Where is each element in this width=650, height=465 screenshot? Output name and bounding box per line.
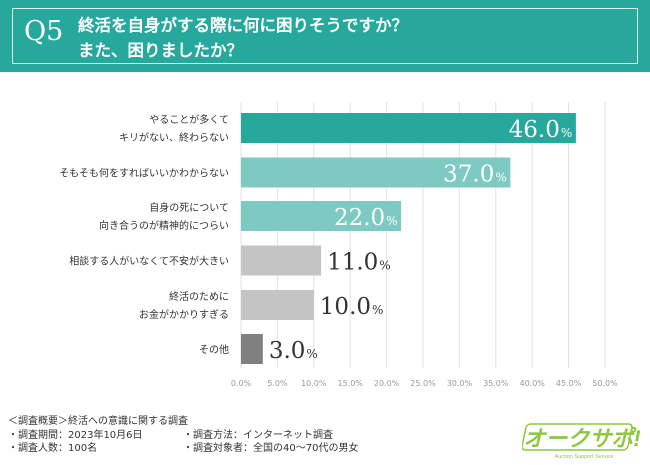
bar [241, 245, 322, 276]
header-frame [12, 8, 638, 64]
bar [241, 113, 576, 143]
category-label: 向き合うのが精神的につらい [99, 219, 229, 232]
value-label: 11.0 [327, 250, 378, 276]
value-label: 22.0 [334, 205, 385, 231]
x-tick-label: 20.0% [374, 379, 400, 388]
bar [241, 201, 402, 231]
value-label: 10.0 [320, 294, 371, 320]
value-unit: % [495, 171, 506, 185]
category-label: 自身の死について [149, 201, 229, 214]
bar-chart: 0.0% 5.0% 10.0% 15.0% 20.0% 25.0% 30.0% 35.0% 40… [59, 102, 618, 388]
logo-frame [522, 423, 633, 451]
bar [241, 334, 263, 364]
survey-count: ・調査人数：100名 [8, 443, 98, 454]
category-label: やることが多くて [149, 113, 229, 126]
value-unit: % [561, 126, 572, 140]
logo-subtext: Auction Support Service [554, 454, 613, 460]
value-label: 3.0 [269, 338, 306, 364]
category-label: その他 [199, 343, 229, 356]
question-number: Q5 [24, 16, 64, 47]
x-tick-label: 40.0% [519, 379, 545, 388]
category-label: キリがない、終わらない [119, 131, 229, 144]
category-label: そもそも何をすればいいかわからない [59, 167, 229, 180]
value-label: 37.0 [443, 162, 494, 188]
x-tick-label: 30.0% [447, 379, 473, 388]
survey-heading: ＜調査概要＞終活への意識に関する調査 [8, 416, 188, 427]
header-banner: Q5 終活を自身がする際に何に困りそうですか？ また、困りましたか？ [0, 0, 650, 72]
question-title-line2: また、困りましたか？ [78, 41, 243, 60]
x-tick-label: 15.0% [337, 379, 363, 388]
x-tick-label: 45.0% [556, 379, 582, 388]
question-title: 終活を自身がする際に何に困りそうですか？ また、困りましたか？ [78, 13, 408, 63]
logo-text: オークサポ! [523, 426, 640, 451]
x-tick-label: 25.0% [410, 379, 436, 388]
value-unit: % [372, 303, 383, 317]
survey-method: ・調査方法：インターネット調査 [183, 429, 333, 441]
survey-target: ・調査対象者：全国の40〜70代の男女 [183, 443, 359, 454]
category-label: お金がかかりすぎる [139, 308, 229, 321]
value-label: 46.0 [509, 117, 560, 143]
survey-summary: ＜調査概要＞終活への意識に関する調査 ・調査期間：2023年10月6日 ・調査方… [8, 415, 358, 456]
x-tick-label: 5.0% [267, 379, 288, 388]
x-tick-label: 0.0% [231, 379, 252, 388]
value-unit: % [306, 347, 317, 361]
value-unit: % [379, 259, 390, 273]
x-tick-label: 35.0% [483, 379, 509, 388]
category-label: 相談する人がいなくて不安が大きい [69, 255, 229, 268]
survey-period: ・調査期間：2023年10月6日 [8, 429, 143, 441]
value-unit: % [386, 214, 397, 228]
x-tick-label: 10.0% [301, 379, 327, 388]
bar [241, 157, 511, 188]
category-label: 終活のために [169, 290, 229, 303]
bar [241, 290, 314, 320]
question-title-line1: 終活を自身がする際に何に困りそうですか？ [78, 16, 408, 35]
company-logo: オークサポ! Auction Support Service [522, 423, 640, 460]
x-tick-label: 50.0% [592, 379, 618, 388]
